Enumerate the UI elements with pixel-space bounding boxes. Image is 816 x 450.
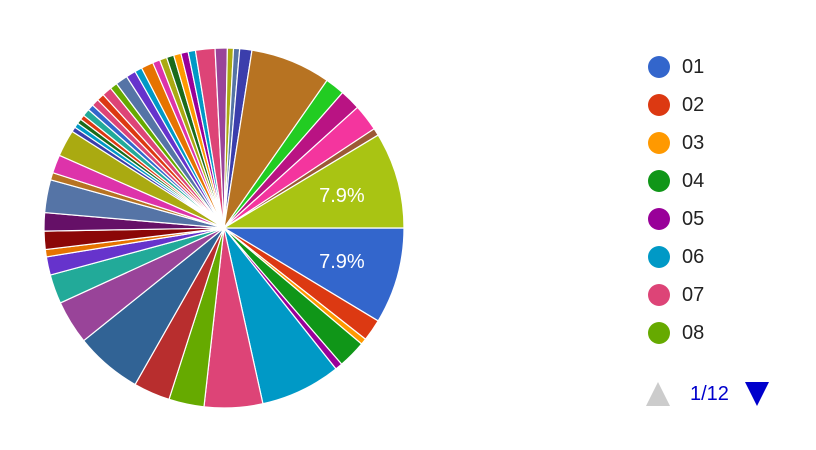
pie-slice[interactable]	[221, 134, 405, 229]
legend-label: 02	[682, 93, 705, 116]
legend-swatch	[648, 246, 670, 268]
legend-label: 03	[682, 131, 705, 154]
slice-label: 7.9%	[319, 251, 365, 273]
legend-label: 05	[682, 207, 705, 230]
legend-swatch	[648, 208, 670, 230]
legend-item[interactable]: 08	[648, 314, 798, 352]
legend-swatch	[648, 284, 670, 306]
legend-item[interactable]: 06	[648, 238, 798, 276]
legend-swatch	[648, 170, 670, 192]
legend-label: 04	[682, 169, 705, 192]
legend-item[interactable]: 05	[648, 200, 798, 238]
legend-item[interactable]: 02	[648, 86, 798, 124]
triangle-up-icon[interactable]	[646, 382, 670, 406]
legend-swatch	[648, 322, 670, 344]
legend-swatch	[648, 56, 670, 78]
legend-label: 08	[682, 321, 705, 344]
slice-label: 7.9%	[319, 185, 365, 207]
page-indicator: 1/12	[690, 382, 729, 405]
legend-label: 06	[682, 245, 705, 268]
legend-label: 07	[682, 283, 705, 306]
legend-swatch	[648, 94, 670, 116]
legend-item[interactable]: 01	[648, 48, 798, 86]
triangle-down-icon[interactable]	[744, 382, 769, 406]
legend-item[interactable]: 04	[648, 162, 798, 200]
legend: 01 02 03 04 05 06 07 08	[648, 48, 798, 352]
legend-swatch	[648, 132, 670, 154]
legend-item[interactable]: 07	[648, 276, 798, 314]
pie-slice[interactable]	[221, 227, 405, 322]
legend-item[interactable]: 03	[648, 124, 798, 162]
legend-pager: 1/12	[646, 382, 769, 406]
legend-label: 01	[682, 55, 705, 78]
